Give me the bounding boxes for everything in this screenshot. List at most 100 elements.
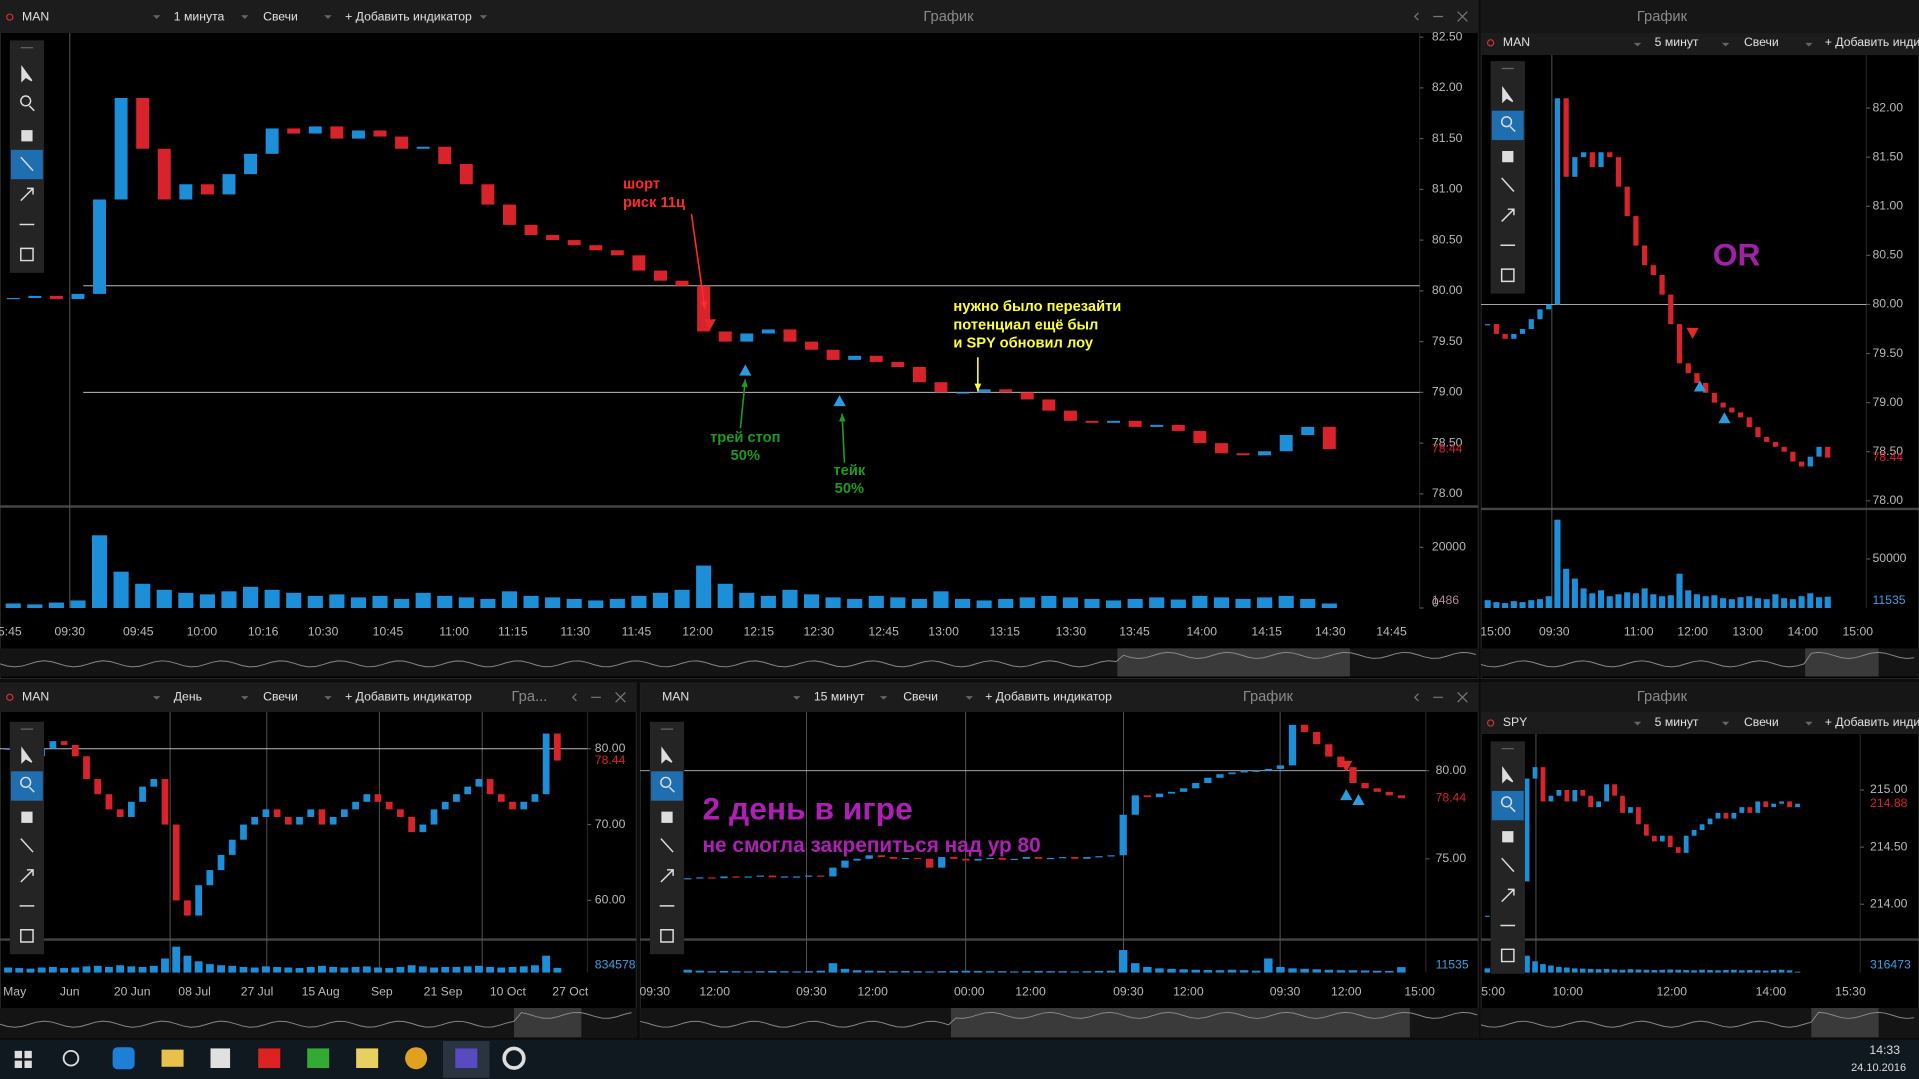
app-icon[interactable] [112, 1047, 135, 1070]
dropdown-arrow[interactable] [879, 696, 888, 700]
toolbar-title[interactable]: График [1243, 689, 1294, 705]
window-close[interactable] [1457, 691, 1468, 703]
window-close[interactable] [1457, 11, 1468, 22]
dropdown-arrow[interactable] [324, 15, 332, 19]
tool-rect[interactable] [1500, 948, 1515, 963]
toolbar-style[interactable]: Свечи [903, 690, 938, 704]
toolbar-interval[interactable]: 15 минут [814, 690, 865, 704]
dropdown-arrow[interactable] [324, 696, 332, 700]
toolbar-interval[interactable]: День [174, 690, 202, 704]
tool-cursor[interactable] [21, 746, 33, 764]
dropdown-arrow[interactable] [1633, 42, 1642, 47]
tool-zoom[interactable] [1500, 796, 1516, 813]
tool-rect[interactable] [1500, 268, 1515, 283]
dropdown-arrow[interactable] [1805, 721, 1813, 726]
tool-arrow[interactable] [20, 869, 34, 883]
search-button[interactable] [62, 1049, 80, 1067]
toolbar-indicator[interactable]: + Добавить индикатор [345, 690, 472, 704]
tool-cursor[interactable] [21, 65, 33, 83]
tool-rect[interactable] [20, 929, 34, 943]
app-icon[interactable] [502, 1046, 526, 1070]
dropdown-arrow[interactable] [152, 696, 161, 700]
dropdown-arrow[interactable] [1721, 42, 1730, 47]
app-icon[interactable] [455, 1048, 478, 1068]
dropdown-arrow[interactable] [793, 696, 801, 700]
toolbar-indicator[interactable]: + Добавить индикатор [985, 690, 1112, 704]
app-icon[interactable] [258, 1048, 281, 1068]
navigator-window[interactable] [950, 1008, 1410, 1038]
toolbar-title[interactable]: График [1637, 689, 1688, 705]
toolbar-indicator[interactable]: + Добавить инди [1825, 35, 1919, 49]
app-icon[interactable] [405, 1047, 428, 1070]
toolbar-indicator[interactable]: + Добавить инди [1825, 715, 1919, 729]
toolbar-interval[interactable]: 5 минут [1655, 715, 1699, 729]
last-volume: 1486 [1432, 593, 1459, 607]
tool-rect[interactable] [660, 929, 674, 943]
toolbar-symbol[interactable]: MAN [1503, 35, 1530, 49]
tool-arrow[interactable] [1501, 208, 1515, 222]
window-back[interactable] [1413, 12, 1419, 21]
tool-zoom[interactable] [20, 776, 35, 793]
toolbar-interval[interactable]: 1 минута [174, 9, 225, 23]
tool-line[interactable] [660, 838, 674, 853]
window-close[interactable] [615, 691, 626, 703]
dropdown-arrow[interactable] [241, 696, 249, 700]
toolbar-symbol[interactable]: SPY [1503, 715, 1527, 729]
start-button[interactable] [14, 1050, 23, 1059]
app-icon[interactable] [210, 1048, 231, 1068]
tool-pan[interactable] [21, 130, 33, 142]
app-icon[interactable] [307, 1048, 330, 1068]
tool-pan[interactable] [1502, 150, 1514, 163]
tool-pan[interactable] [661, 811, 673, 823]
app-icon[interactable] [356, 1048, 379, 1068]
app-icon[interactable] [161, 1049, 184, 1067]
dropdown-arrow[interactable] [965, 696, 973, 700]
tool-cursor[interactable] [1502, 85, 1514, 104]
window-back[interactable] [571, 693, 577, 702]
x-tick-label: Sep [371, 984, 393, 998]
tool-zoom[interactable] [1500, 116, 1516, 133]
dropdown-arrow[interactable] [241, 15, 249, 19]
tool-pan[interactable] [1502, 831, 1514, 843]
dropdown-arrow[interactable] [1805, 42, 1813, 47]
toolbar-title[interactable]: Гра... [512, 689, 548, 705]
toolbar-symbol[interactable]: MAN [22, 690, 49, 704]
toolbar-style[interactable]: Свечи [263, 690, 298, 704]
tool-zoom[interactable] [20, 95, 35, 112]
dropdown-arrow[interactable] [152, 15, 161, 19]
tool-rect[interactable] [20, 247, 34, 262]
toolbar-title[interactable]: График [1637, 9, 1688, 25]
toolbar-symbol[interactable]: MAN [22, 9, 49, 23]
tool-line[interactable] [20, 838, 34, 853]
toolbar-title[interactable]: График [923, 9, 974, 25]
start-button[interactable] [14, 1060, 23, 1068]
toolbar-indicator[interactable]: + Добавить индикатор [345, 9, 472, 23]
window-back[interactable] [1413, 693, 1419, 702]
tool-zoom[interactable] [660, 776, 675, 793]
toolbar-style[interactable]: Свечи [1744, 715, 1779, 729]
tool-arrow[interactable] [20, 187, 34, 202]
volume-bar [523, 595, 539, 609]
tool-arrow[interactable] [660, 869, 674, 883]
tool-line[interactable] [1501, 177, 1515, 192]
candle [841, 860, 849, 868]
toolbar-symbol[interactable]: MAN [662, 690, 689, 704]
dropdown-arrow[interactable] [1721, 721, 1730, 726]
start-button[interactable] [24, 1060, 32, 1068]
tool-pan[interactable] [21, 811, 33, 823]
tool-line[interactable] [1501, 857, 1515, 873]
toolbar-interval[interactable]: 5 минут [1655, 35, 1699, 49]
tool-cursor[interactable] [1502, 766, 1514, 784]
navigator-window[interactable] [1805, 648, 1879, 677]
volume-bar [889, 971, 898, 973]
start-button[interactable] [24, 1050, 32, 1059]
dropdown-arrow[interactable] [479, 15, 488, 19]
tool-line[interactable] [20, 156, 34, 172]
dropdown-arrow[interactable] [1633, 721, 1642, 726]
toolbar-style[interactable]: Свечи [1744, 35, 1779, 49]
tool-arrow[interactable] [1501, 888, 1515, 903]
toolbar-style[interactable]: Свечи [263, 9, 298, 23]
candle [373, 130, 387, 137]
tool-cursor[interactable] [661, 746, 673, 764]
candle [756, 875, 764, 877]
